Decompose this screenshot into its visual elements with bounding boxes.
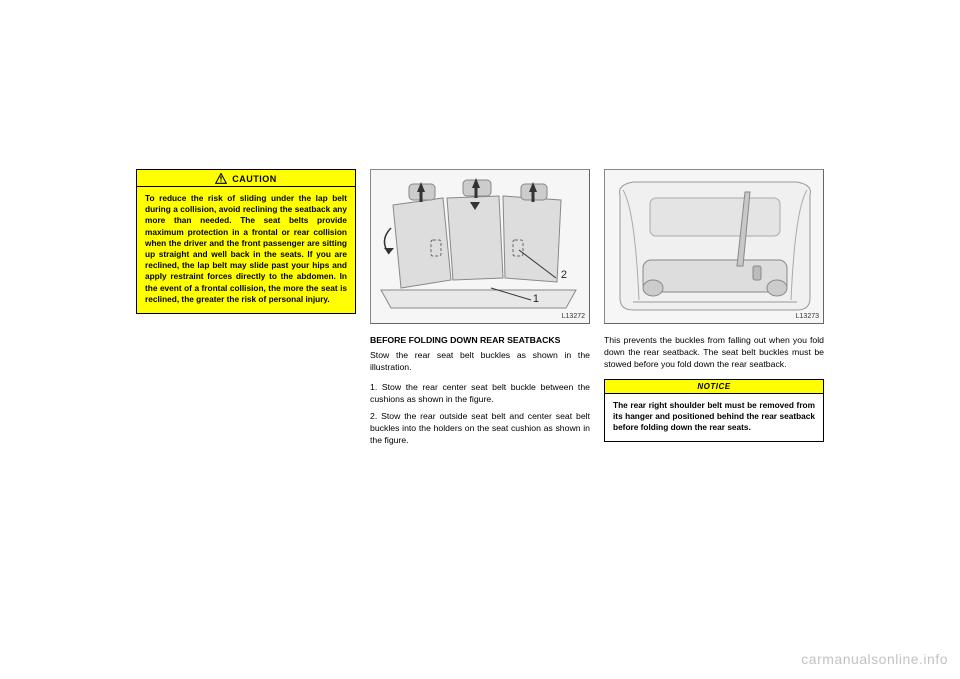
figure-seat-buckles: 2 1 L13272 bbox=[370, 169, 590, 324]
col2-heading: BEFORE FOLDING DOWN REAR SEATBACKS bbox=[370, 334, 590, 346]
page-content: CAUTION To reduce the risk of sliding un… bbox=[136, 169, 824, 451]
figure-code: L13273 bbox=[796, 313, 819, 320]
watermark: carmanualsonline.info bbox=[801, 651, 948, 667]
seat-diagram-icon bbox=[371, 170, 590, 324]
figure-cargo-area: L13273 bbox=[604, 169, 824, 324]
col3-paragraph: This prevents the buckles from falling o… bbox=[604, 334, 824, 371]
callout-2: 2 bbox=[561, 269, 567, 281]
notice-body: The rear right shoulder belt must be rem… bbox=[605, 394, 823, 442]
callout-1: 1 bbox=[533, 293, 539, 305]
notice-box: NOTICE The rear right shoulder belt must… bbox=[604, 379, 824, 443]
column-1: CAUTION To reduce the risk of sliding un… bbox=[136, 169, 356, 451]
caution-header: CAUTION bbox=[137, 170, 355, 187]
notice-title: NOTICE bbox=[605, 380, 823, 394]
caution-title: CAUTION bbox=[232, 174, 277, 184]
step-2: 2. Stow the rear outside seat belt and c… bbox=[370, 410, 590, 447]
cargo-diagram-icon bbox=[605, 170, 824, 324]
figure-code: L13272 bbox=[562, 313, 585, 320]
step-1: 1. Stow the rear center seat belt buckle… bbox=[370, 381, 590, 405]
column-2: 2 1 L13272 BEFORE FOLDING DOWN REAR SEAT… bbox=[370, 169, 590, 451]
col2-steps: 1. Stow the rear center seat belt buckle… bbox=[370, 381, 590, 447]
caution-box: CAUTION To reduce the risk of sliding un… bbox=[136, 169, 356, 314]
caution-body: To reduce the risk of sliding under the … bbox=[137, 187, 355, 313]
column-3: L13273 This prevents the buckles from fa… bbox=[604, 169, 824, 451]
warning-triangle-icon bbox=[215, 173, 227, 184]
col2-text: BEFORE FOLDING DOWN REAR SEATBACKS Stow … bbox=[370, 334, 590, 446]
col2-intro: Stow the rear seat belt buckles as shown… bbox=[370, 349, 590, 373]
